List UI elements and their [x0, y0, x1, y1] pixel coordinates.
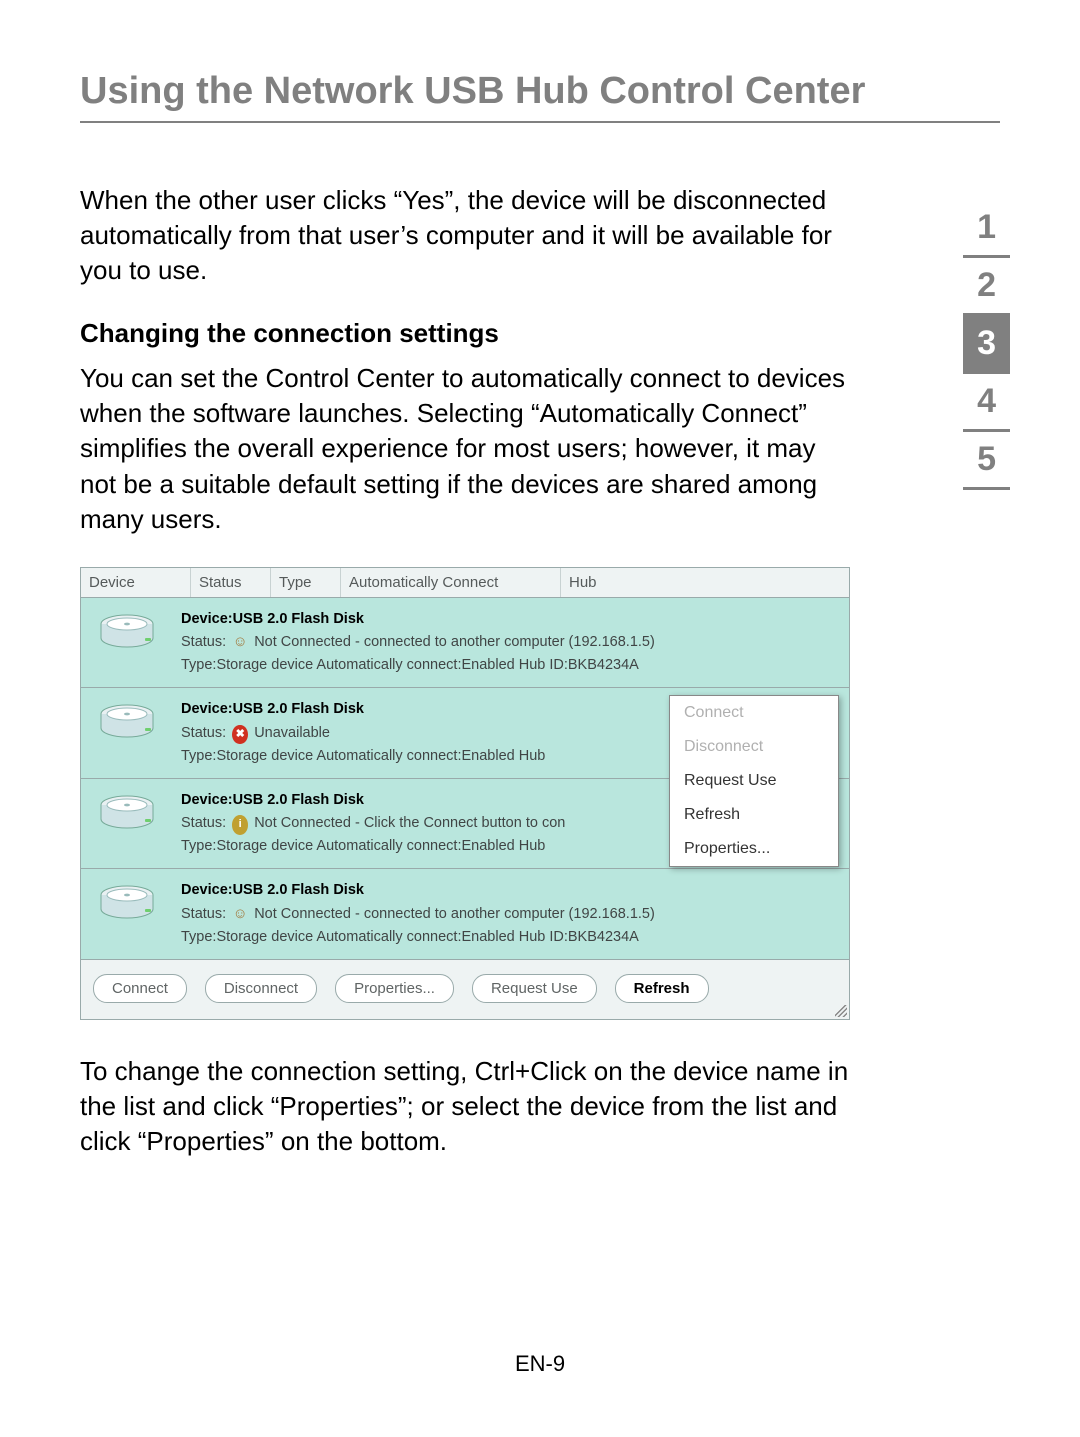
menu-item-connect: Connect: [670, 696, 838, 730]
para-connection-settings: You can set the Control Center to automa…: [80, 361, 850, 536]
section-nav-item-1[interactable]: 1: [963, 200, 1010, 258]
device-row[interactable]: Device:USB 2.0 Flash DiskStatus: ☺ Not C…: [81, 869, 849, 960]
device-type-line: Type:Storage device Automatically connec…: [181, 926, 839, 949]
properties-button[interactable]: Properties...: [335, 974, 454, 1003]
col-type: Type: [271, 568, 341, 597]
refresh-button[interactable]: Refresh: [615, 974, 709, 1003]
section-nav: 12345: [963, 200, 1010, 490]
drive-icon: [91, 698, 181, 768]
disconnect-button[interactable]: Disconnect: [205, 974, 317, 1003]
person-icon: ☺: [232, 903, 248, 926]
section-nav-item-5[interactable]: 5: [963, 432, 1010, 490]
device-row[interactable]: Device:USB 2.0 Flash DiskStatus: ☺ Not C…: [81, 598, 849, 689]
col-device: Device: [81, 568, 191, 597]
context-menu: ConnectDisconnectRequest UseRefreshPrope…: [669, 695, 839, 867]
section-nav-item-4[interactable]: 4: [963, 374, 1010, 432]
request-use-button[interactable]: Request Use: [472, 974, 597, 1003]
device-type-line: Type:Storage device Automatically connec…: [181, 654, 839, 677]
device-label: Device:USB 2.0 Flash Disk: [181, 879, 839, 902]
section-nav-item-2[interactable]: 2: [963, 258, 1010, 316]
person-icon: ☺: [232, 631, 248, 654]
resize-grip-icon[interactable]: [831, 1001, 849, 1019]
control-center-screenshot: Device Status Type Automatically Connect…: [80, 567, 850, 1020]
intro-paragraph: When the other user clicks “Yes”, the de…: [80, 183, 850, 288]
device-status: Status: ☺ Not Connected - connected to a…: [181, 631, 839, 654]
col-hub: Hub: [561, 568, 849, 597]
section-nav-item-3[interactable]: 3: [963, 316, 1010, 374]
drive-icon: [91, 789, 181, 859]
device-status: Status: ☺ Not Connected - connected to a…: [181, 903, 839, 926]
subheading-connection-settings: Changing the connection settings: [80, 318, 850, 349]
drive-icon: [91, 879, 181, 949]
para-change-setting: To change the connection setting, Ctrl+C…: [80, 1054, 850, 1159]
drive-icon: [91, 608, 181, 678]
device-label: Device:USB 2.0 Flash Disk: [181, 608, 839, 631]
menu-item-request-use[interactable]: Request Use: [670, 764, 838, 798]
device-table-header: Device Status Type Automatically Connect…: [81, 568, 849, 598]
page-number: EN-9: [0, 1351, 1080, 1377]
button-bar: Connect Disconnect Properties... Request Us…: [81, 960, 849, 1019]
menu-item-refresh[interactable]: Refresh: [670, 798, 838, 832]
col-status: Status: [191, 568, 271, 597]
page-title: Using the Network USB Hub Control Center: [80, 70, 1000, 123]
unavailable-icon: ✖: [232, 725, 248, 745]
connect-button[interactable]: Connect: [93, 974, 187, 1003]
menu-item-disconnect: Disconnect: [670, 730, 838, 764]
info-icon: i: [232, 815, 248, 835]
col-auto-connect: Automatically Connect: [341, 568, 561, 597]
menu-item-properties[interactable]: Properties...: [670, 832, 838, 866]
